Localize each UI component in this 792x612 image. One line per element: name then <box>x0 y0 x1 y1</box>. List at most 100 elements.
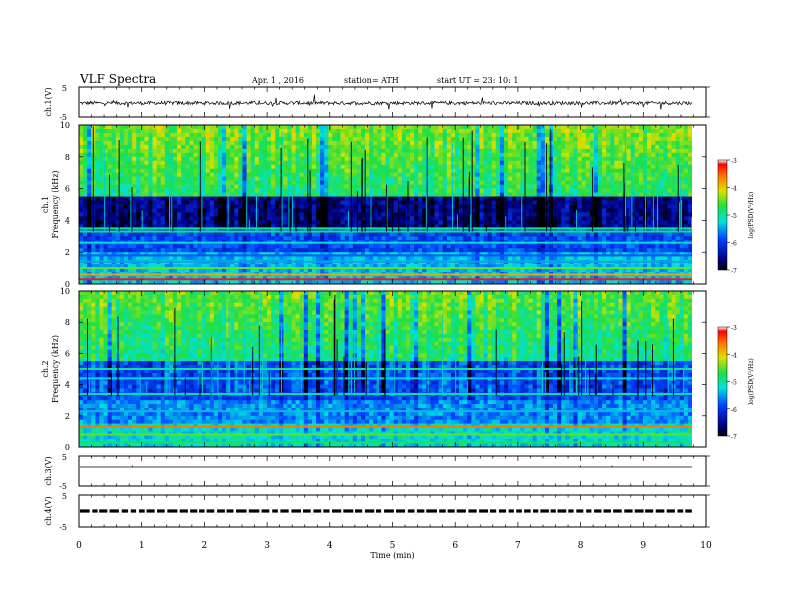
spectrogram-cell <box>520 224 525 229</box>
spectrogram-cell <box>320 236 325 241</box>
spectrogram-cell <box>512 164 517 170</box>
spectrogram-cell <box>659 208 664 213</box>
spectrogram-cell <box>324 192 329 197</box>
spectrogram-cell <box>499 248 505 253</box>
spectrogram-cell <box>438 188 444 193</box>
spectrogram-cell <box>197 216 202 221</box>
spectrogram-cell <box>119 196 125 201</box>
spectrogram-cell <box>454 172 460 177</box>
spectrogram-cell <box>283 216 288 221</box>
spectrogram-cell <box>111 128 117 134</box>
spectrogram-cell <box>516 212 521 217</box>
spectrogram-cell <box>606 148 611 154</box>
spectrogram-cell <box>667 248 672 253</box>
spectrogram-cell <box>487 204 493 209</box>
spectrogram-cell <box>659 156 664 162</box>
spectrogram-cell <box>459 208 464 213</box>
spectrogram-cell <box>553 188 558 193</box>
spectrogram-cell <box>606 164 611 170</box>
spectrogram-cell <box>83 228 88 233</box>
spectrogram-cell <box>389 244 394 249</box>
spectrogram-cell <box>561 160 566 166</box>
spectrogram-cell <box>95 172 100 177</box>
spectrogram-cell <box>238 128 243 134</box>
spectrogram-cell <box>606 128 611 134</box>
spectrogram-cell <box>140 128 145 134</box>
spectrogram-cell <box>156 128 162 134</box>
spectrogram-cell <box>209 128 215 134</box>
spectrogram-cell <box>495 160 501 166</box>
spectrogram-cell <box>495 172 501 177</box>
spectrogram-cell <box>479 160 484 166</box>
spectrogram-cell <box>148 236 153 241</box>
spectrogram-cell <box>324 184 329 189</box>
spectrogram-cell <box>242 148 247 154</box>
spectrogram-cell <box>209 148 215 154</box>
spectrogram-cell <box>332 140 337 146</box>
spectrogram-cell <box>144 172 149 177</box>
spectrogram-cell <box>238 216 243 221</box>
spectrogram-cell <box>258 128 264 134</box>
spectrogram-cell <box>565 212 570 217</box>
spectrogram-cell <box>687 164 693 170</box>
spectrogram-cell <box>279 128 284 134</box>
spectrogram-cell <box>598 228 603 233</box>
spectrogram-cell <box>561 148 566 154</box>
spectrogram-cell <box>585 188 591 193</box>
spectrogram-cell <box>487 212 493 217</box>
spectrogram-cell <box>504 172 509 177</box>
spectrogram-cell <box>148 192 153 197</box>
spectrogram-cell <box>598 200 603 205</box>
spectrogram-cell <box>606 168 611 173</box>
spectrogram-cell <box>95 128 100 134</box>
spectrogram-cell <box>299 232 305 237</box>
spectrogram-cell <box>262 220 268 225</box>
spectrogram-cell <box>426 140 431 146</box>
spectrogram-cell <box>132 204 137 209</box>
spectrogram-cell <box>418 220 423 225</box>
spectrogram-cell <box>250 168 256 173</box>
spectrogram-cell <box>459 156 464 162</box>
spectrogram-cell <box>91 232 96 237</box>
spectrogram-cell <box>618 236 623 241</box>
spectrogram-cell <box>459 204 464 209</box>
spectrogram-cell <box>332 252 337 257</box>
spectrogram-cell <box>610 212 615 217</box>
spectrogram-cell <box>148 216 153 221</box>
spectrogram-cell <box>589 148 595 154</box>
spectrogram-cell <box>593 160 599 166</box>
spectrogram-cell <box>389 128 394 134</box>
spectrogram-cell <box>540 244 546 249</box>
spectrogram-cell <box>217 184 223 189</box>
spectrogram-cell <box>234 248 239 253</box>
spectrogram-cell <box>87 144 92 150</box>
spectrogram-cell <box>275 136 280 142</box>
spectrogram-cell <box>442 244 448 249</box>
spectrogram-cell <box>393 208 399 213</box>
spectrogram-cell <box>332 128 337 134</box>
spectrogram-cell <box>87 160 92 166</box>
spectrogram-cell <box>528 212 533 217</box>
spectrogram-cell <box>226 136 231 142</box>
spectrogram-cell <box>430 224 435 229</box>
spectrogram-cell <box>79 192 84 197</box>
spectrogram-cell <box>271 208 276 213</box>
spectrogram-cell <box>634 156 640 162</box>
spectrogram-cell <box>434 140 439 146</box>
spectrogram-cell <box>258 248 264 253</box>
spectrogram-cell <box>201 224 206 229</box>
spectrogram-cell <box>508 160 513 166</box>
spectrogram-cell <box>401 248 407 253</box>
spectrogram-cell <box>422 148 427 154</box>
spectrogram-cell <box>642 244 648 249</box>
spectrogram-cell <box>136 172 141 177</box>
spectrogram-cell <box>536 200 542 205</box>
spectrogram-cell <box>213 128 219 134</box>
spectrogram-cell <box>291 180 296 185</box>
spectrogram-cell <box>320 156 325 162</box>
spectrogram-cell <box>475 220 480 225</box>
spectrogram-cell <box>675 244 681 249</box>
spectrogram-cell <box>426 228 431 233</box>
spectrogram-cell <box>405 244 411 249</box>
spectrogram-cell <box>324 216 329 221</box>
